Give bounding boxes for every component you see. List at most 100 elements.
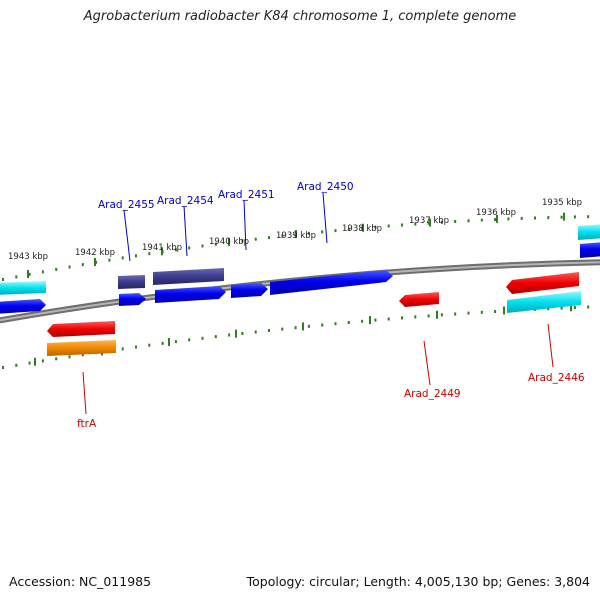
minor-tick [334,322,337,326]
gene-label-arad-2450[interactable]: Arad_2450 [297,181,354,193]
minor-tick [440,313,443,317]
minor-tick [347,321,350,324]
minor-tick [494,218,497,221]
gene-label-ftrA[interactable]: ftrA [77,418,97,430]
minor-tick [241,332,244,335]
minor-tick [81,263,84,267]
minor-tick [414,222,417,226]
tick-label: 1943 kbp [8,252,48,262]
minor-tick [68,265,71,269]
major-tick [168,338,170,346]
gene-label-arad-2454[interactable]: Arad_2454 [157,195,214,207]
minor-tick [214,242,217,246]
gene-label-arad-2446[interactable]: Arad_2446 [528,372,585,384]
major-tick [563,212,565,221]
gene-label-arad-2455[interactable]: Arad_2455 [98,199,155,211]
gene-arad-2454-blue[interactable] [155,286,226,303]
gene-arad-2446-red[interactable] [506,272,579,294]
minor-tick [2,278,4,281]
minor-tick [55,357,58,361]
minor-tick [480,310,483,314]
map-title: Agrobacterium radiobacter K84 chromosome… [83,9,517,24]
minor-tick [148,252,151,256]
minor-tick [214,335,217,339]
gene-ftrA-orange[interactable] [47,340,116,356]
tick-label: 1940 kbp [209,237,249,247]
minor-tick [560,215,563,219]
gene-arad-2449-red[interactable] [399,292,439,307]
minor-tick [347,227,350,231]
minor-tick [2,366,4,369]
leader-arad-2451 [243,199,247,251]
minor-tick [494,310,497,313]
gene-arad-2450-blue[interactable] [270,270,393,295]
minor-tick [401,223,403,227]
gene-label-arad-2449[interactable]: Arad_2449 [404,388,461,400]
minor-tick [467,311,470,315]
major-tick [362,223,364,232]
minor-tick [121,347,124,351]
major-tick [503,306,505,315]
chromosome-backbone [0,259,600,324]
minor-tick [281,234,284,238]
major-tick [94,258,96,266]
minor-tick [387,224,390,228]
major-tick [161,247,163,256]
major-tick [302,322,304,331]
major-tick [436,310,438,319]
minor-tick [321,323,324,327]
leader-arad-2446 [547,323,554,368]
gene-arad-2451-blue[interactable] [231,283,268,298]
minor-tick [268,236,270,240]
major-tick [34,357,36,366]
gene-arad-2455-blue[interactable] [119,293,146,306]
minor-tick [188,246,191,250]
minor-tick [440,220,443,224]
minor-tick [188,338,191,342]
minor-tick [427,221,430,225]
gene-blue-left[interactable] [0,299,46,314]
accession-text: Accession: NC_011985 [9,574,152,589]
tick-label: 1937 kbp [409,216,449,226]
gene-label-arad-2451[interactable]: Arad_2451 [218,189,275,201]
minor-tick [28,361,31,365]
minor-tick [573,306,576,309]
minor-tick [241,239,244,243]
minor-tick [547,307,550,311]
leader-arad-2454 [183,205,188,257]
minor-tick [174,248,177,252]
minor-tick [374,225,377,229]
minor-tick [520,216,523,220]
gene-blue-right[interactable] [580,242,600,258]
gene-arad-2455-navy[interactable] [118,275,145,289]
minor-tick [307,324,310,328]
minor-tick [95,260,98,264]
minor-tick [268,329,270,332]
gene-ftrA-red[interactable] [47,321,115,337]
tick-label: 1938 kbp [342,224,382,234]
minor-tick [68,355,71,359]
minor-tick [135,345,137,349]
gene-arad-2446-cyan[interactable] [507,291,581,313]
minor-tick [480,218,483,222]
genome-summary-text: Topology: circular; Length: 4,005,130 bp… [246,574,590,589]
tick-label: 1941 kbp [142,243,182,253]
gene-arad-2454-navy[interactable] [153,268,224,285]
minor-tick [281,327,284,331]
minor-tick [454,312,457,316]
minor-tick [560,306,563,310]
minor-tick [414,315,417,319]
minor-tick [81,353,84,357]
major-tick [295,230,297,239]
gene-cyan-left[interactable] [0,281,46,295]
major-tick [235,329,237,338]
minor-tick [254,237,257,241]
gene-cyan-right[interactable] [578,224,600,240]
minor-tick [507,217,510,221]
minor-tick [15,363,18,367]
minor-tick [228,333,231,337]
minor-tick [467,219,470,223]
minor-tick [374,318,377,322]
minor-tick [361,319,364,323]
